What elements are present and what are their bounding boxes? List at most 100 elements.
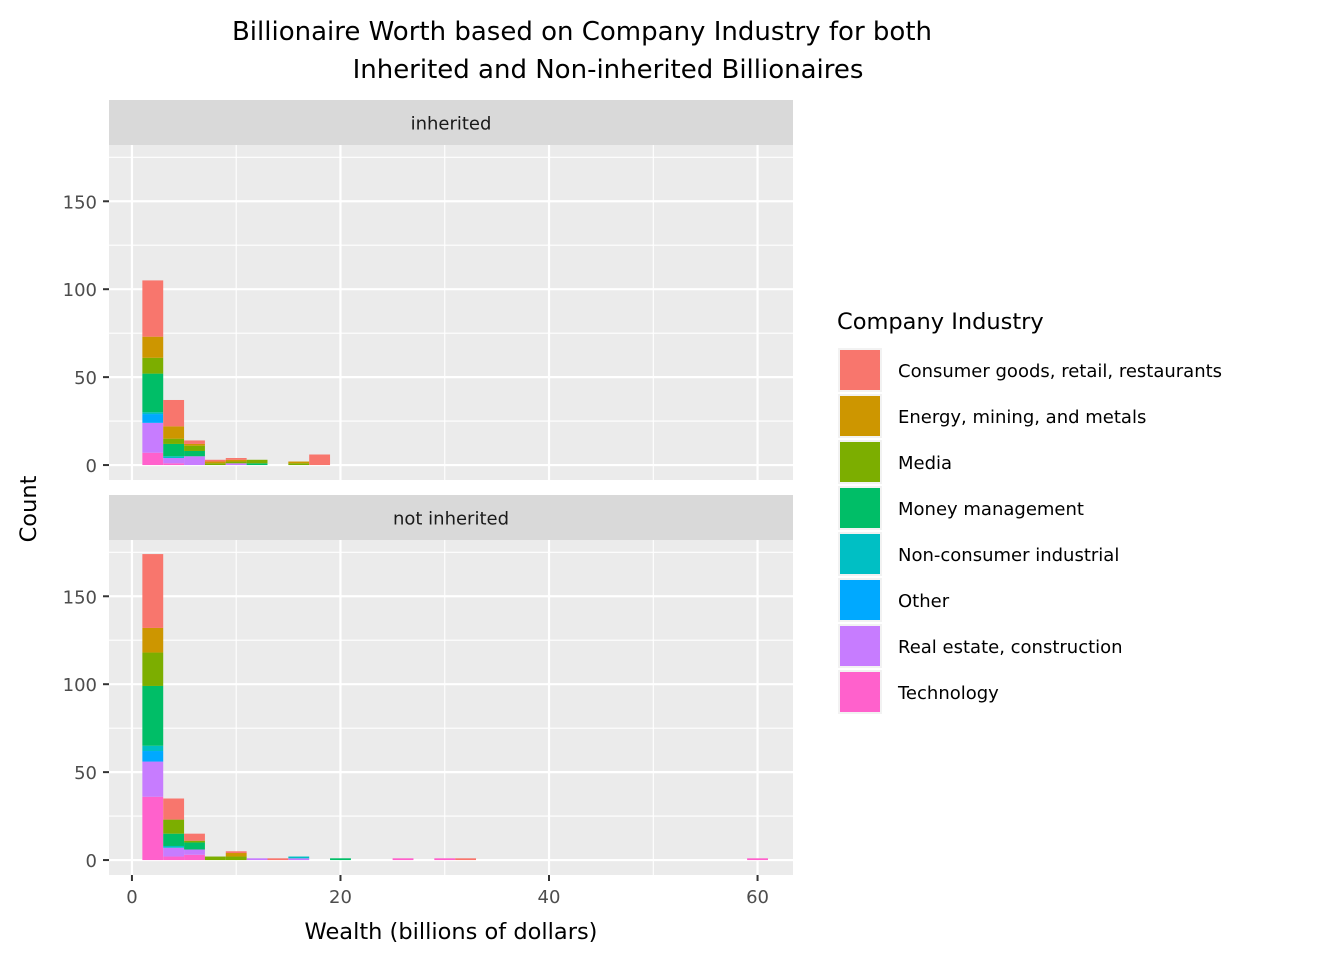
bar-segment	[142, 336, 164, 358]
bar-segment	[163, 819, 185, 834]
bar-segment	[142, 627, 164, 653]
bar-segment	[142, 452, 164, 466]
bar-segment	[142, 751, 164, 762]
bar-segment	[288, 461, 310, 464]
bar-segment	[163, 845, 185, 848]
y-axis-label: Count	[16, 475, 42, 542]
panel-background	[109, 540, 793, 875]
legend-swatch	[840, 442, 880, 482]
bar-segment	[142, 357, 164, 374]
bar-segment	[184, 440, 205, 444]
bar-segment	[142, 373, 164, 413]
legend-swatch	[840, 488, 880, 528]
panel-background	[109, 145, 793, 480]
legend-swatch	[840, 350, 880, 390]
bar-segment	[204, 463, 226, 466]
bar-segment	[184, 456, 205, 466]
chart-title-line2: Inherited and Non-inherited Billionaires	[353, 55, 864, 85]
bar-segment	[163, 833, 185, 846]
bar-segment	[225, 461, 247, 464]
y-tick-label: 50	[74, 763, 97, 784]
bar-segment	[434, 858, 456, 861]
bar-segment	[747, 858, 768, 861]
y-tick-label: 100	[63, 675, 97, 696]
bar-segment	[163, 847, 185, 857]
y-tick-label: 0	[86, 456, 97, 477]
bar-segment	[163, 856, 185, 861]
bar-segment	[184, 849, 205, 855]
bar-segment	[163, 399, 185, 427]
legend-swatch	[840, 672, 880, 712]
bar-segment	[163, 456, 185, 459]
legend-swatch	[840, 580, 880, 620]
bar-segment	[142, 761, 164, 797]
facet-panel-1: not inherited 0 50 100 150 0 20 40 60	[63, 495, 793, 908]
legend: Company Industry Consumer goods, retail,…	[837, 309, 1222, 714]
bar-segment	[142, 414, 164, 423]
bar-segment	[225, 856, 247, 861]
bar-segment	[163, 443, 185, 457]
bar-segment	[246, 858, 268, 861]
legend-label: Energy, mining, and metals	[898, 407, 1146, 428]
bar-segment	[392, 858, 414, 861]
bar-segment	[246, 459, 268, 464]
legend-title: Company Industry	[837, 309, 1044, 335]
x-tick-label: 20	[329, 887, 352, 908]
facet-panels: inherited 0 50 100 150 not inherited 0 50 100 150…	[63, 100, 793, 908]
bar-segment	[163, 458, 185, 464]
bar-segment	[142, 796, 164, 861]
bar-segment	[142, 652, 164, 686]
bar-segment	[163, 426, 185, 439]
legend-swatch	[840, 534, 880, 574]
bar-segment	[204, 459, 226, 462]
bar-segment	[455, 858, 477, 861]
facet-strip	[109, 100, 793, 145]
x-tick-label: 0	[126, 887, 137, 908]
bar-segment	[142, 685, 164, 746]
bar-segment	[163, 463, 185, 466]
bar-segment	[309, 454, 331, 466]
bar-segment	[204, 856, 226, 861]
y-tick-label: 50	[74, 368, 97, 389]
bar-segment	[246, 463, 268, 466]
y-tick-label: 150	[63, 587, 97, 608]
bar-segment	[225, 458, 247, 460]
bar-segment	[184, 833, 205, 841]
chart-title-line1: Billionaire Worth based on Company Indus…	[232, 17, 932, 47]
bar-segment	[163, 798, 185, 820]
bar-segment	[142, 745, 164, 752]
bar-segment	[225, 463, 247, 466]
bar-segment	[204, 461, 226, 464]
bar-segment	[225, 853, 247, 857]
bar-segment	[142, 422, 164, 453]
bar-segment	[184, 443, 205, 446]
bar-segment	[142, 412, 164, 415]
legend-label: Other	[898, 591, 950, 612]
y-tick-label: 0	[86, 851, 97, 872]
facet-strip-label: inherited	[411, 114, 492, 135]
bar-segment	[163, 438, 185, 444]
legend-label: Non-consumer industrial	[898, 545, 1119, 566]
legend-label: Real estate, construction	[898, 637, 1123, 658]
bar-segment	[288, 856, 310, 859]
bar-segment	[184, 450, 205, 457]
bar-segment	[330, 858, 351, 861]
legend-label: Consumer goods, retail, restaurants	[898, 361, 1222, 382]
legend-label: Money management	[898, 499, 1084, 520]
bar-segment	[184, 842, 205, 850]
bar-segment	[288, 463, 310, 466]
y-tick-label: 100	[63, 280, 97, 301]
legend-label: Media	[898, 453, 952, 474]
bar-segment	[142, 280, 164, 337]
legend-swatch	[840, 396, 880, 436]
bar-segment	[184, 840, 205, 843]
bar-segment	[225, 459, 247, 462]
legend-swatch	[840, 626, 880, 666]
legend-label: Technology	[897, 683, 999, 704]
facet-panel-0: inherited 0 50 100 150	[63, 100, 793, 480]
bar-segment	[267, 858, 289, 861]
y-tick-label: 150	[63, 192, 97, 213]
bar-segment	[142, 554, 164, 628]
